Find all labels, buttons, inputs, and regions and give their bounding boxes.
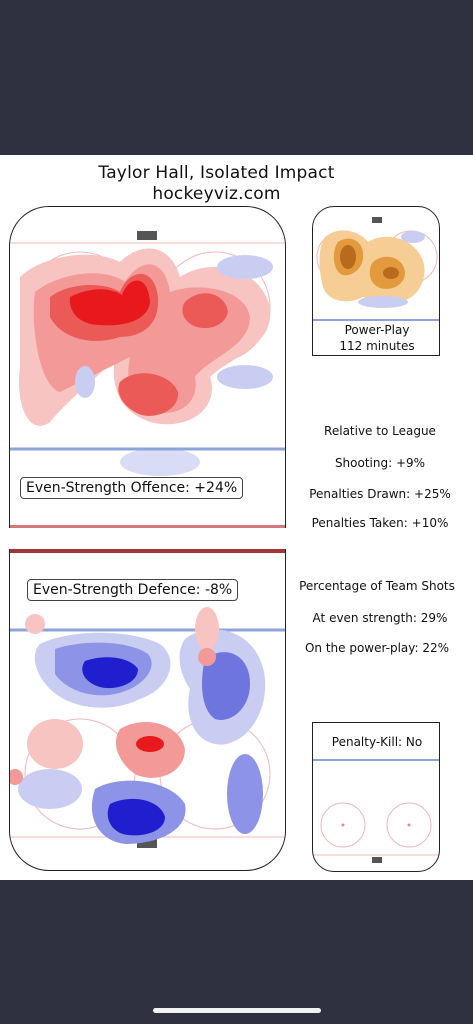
offence-negative-region [120,448,200,476]
offence-negative-region [75,366,95,398]
red-line [10,549,285,553]
offence-hotspot [69,280,150,326]
team-shots-heading: Percentage of Team Shots [299,579,455,593]
penalty-kill-label: Penalty-Kill: No [331,735,423,749]
defence-rink: Even-Strength Defence: -8% [9,549,286,871]
goal-net [372,857,382,863]
defence-label: Even-Strength Defence: -8% [27,579,239,601]
power-play-heatmap [313,217,439,321]
penalties-taken-stat: Penalties Taken: +10% [311,516,449,530]
red-line [10,525,285,528]
offence-heatmap [10,231,285,528]
defence-region [227,754,263,834]
goal-net [137,231,157,240]
power-play-negative-region [401,231,425,243]
offence-label: Even-Strength Offence: +24% [20,477,244,499]
offence-region [118,373,179,416]
faceoff-dot [407,823,411,827]
defence-positive-region [25,614,45,634]
power-play-hotspot [340,245,356,269]
power-play-label: Power-Play [344,323,410,337]
defence-positive-region [136,736,164,752]
goal-net [137,839,157,848]
goal-net [372,217,382,223]
defence-positive-region [10,769,23,785]
shooting-stat: Shooting: +9% [334,456,426,470]
defence-hotspot [107,798,165,836]
power-play-negative-region [358,296,408,308]
defence-heatmap [10,549,285,848]
defence-region [202,652,250,720]
faceoff-dot [341,823,345,827]
penalty-kill-rink-lines [313,759,439,863]
offence-region [182,293,228,329]
defence-positive-region [27,719,83,769]
power-play-hotspot [383,267,399,279]
defence-positive-region [198,648,216,666]
penalty-kill-rink: Penalty-Kill: No [312,722,440,872]
relative-heading: Relative to League [324,424,436,438]
faceoff-circle [386,802,432,848]
faceoff-circle [320,802,366,848]
power-play-rink: Power-Play 112 minutes [312,206,440,356]
power-play-minutes: 112 minutes [339,339,415,353]
defence-positive-region [195,607,219,651]
power-play-shots: On the power-play: 22% [304,641,450,655]
offence-rink: Even-Strength Offence: +24% [9,206,286,528]
chart-title: Taylor Hall, Isolated Impact [98,163,335,183]
even-strength-shots: At even strength: 29% [312,611,448,625]
offence-negative-region [217,365,273,389]
offence-negative-region [217,255,273,279]
defence-region [18,769,82,809]
home-indicator[interactable] [153,1008,321,1013]
penalties-drawn-stat: Penalties Drawn: +25% [309,487,451,501]
chart-subtitle: hockeyviz.com [152,184,281,204]
defence-hotspot [82,657,138,689]
